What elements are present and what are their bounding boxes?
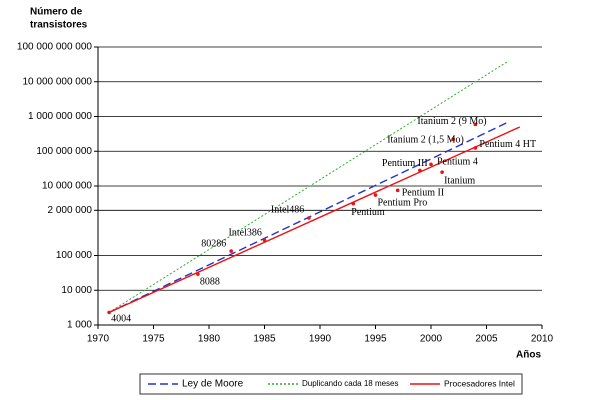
y-tick-label: 1 000 000 000 xyxy=(28,111,92,122)
x-tick-label: 1980 xyxy=(198,334,221,345)
processor-label: Pentium II xyxy=(402,188,445,199)
y-tick-label: 10 000 000 xyxy=(42,181,92,192)
processor-point xyxy=(351,201,356,206)
processor-label: Itanium 2 (1,5 Mo) xyxy=(387,135,464,146)
x-tick-label: 1975 xyxy=(142,334,165,345)
legend-label: Ley de Moore xyxy=(182,379,244,390)
series-line xyxy=(108,126,521,314)
processor-point xyxy=(229,249,233,253)
x-tick-label: 2005 xyxy=(475,334,498,345)
processor-point xyxy=(451,137,456,142)
processor-label: 4004 xyxy=(111,314,131,325)
y-tick-label: 10 000 000 000 xyxy=(22,76,92,87)
y-tick-label: 100 000 000 000 xyxy=(17,42,93,53)
x-axis-title: Años xyxy=(516,350,541,361)
legend-box xyxy=(139,373,523,395)
processor-label: 8088 xyxy=(200,276,220,287)
y-axis-title: Número de xyxy=(30,7,83,18)
x-tick-label: 2000 xyxy=(420,334,443,345)
processor-point xyxy=(429,162,433,167)
processor-label: Intel486 xyxy=(271,204,304,215)
processor-point xyxy=(307,216,311,220)
y-tick-label: 10 000 xyxy=(61,285,92,296)
processor-point xyxy=(262,238,267,243)
legend-label: Procesadores Intel xyxy=(444,378,515,388)
x-tick-label: 1990 xyxy=(309,334,332,345)
processor-label: 80286 xyxy=(201,238,226,249)
processor-label: Pentium III xyxy=(382,158,428,169)
processor-label: Itanium 2 (9 Mo) xyxy=(417,116,486,127)
processor-point xyxy=(473,122,478,127)
processor-label: Pentium 4 xyxy=(437,157,478,168)
processor-label: Intel386 xyxy=(229,228,262,239)
processor-point xyxy=(418,168,422,173)
processor-point xyxy=(440,170,444,174)
processor-point xyxy=(196,272,200,276)
legend-label: Duplicando cada 18 meses xyxy=(302,379,399,388)
y-tick-label: 100 000 xyxy=(56,250,93,261)
x-tick-label: 2010 xyxy=(531,334,554,345)
y-tick-label: 100 000 000 xyxy=(36,146,92,157)
processor-label: Pentium Pro xyxy=(378,197,428,208)
processor-label: Itanium xyxy=(444,175,475,186)
y-tick-label: 1 000 xyxy=(67,320,92,331)
x-tick-label: 1985 xyxy=(253,334,276,345)
series-line xyxy=(108,60,509,313)
processor-point xyxy=(373,193,378,197)
processor-label: Pentium 4 HT xyxy=(479,139,536,150)
x-tick-label: 1995 xyxy=(364,334,387,345)
processor-label: Pentium xyxy=(351,207,385,218)
x-tick-label: 1970 xyxy=(87,334,110,345)
y-axis-title: transistores xyxy=(30,20,88,31)
processor-point xyxy=(473,146,478,150)
y-tick-label: 2 000 000 xyxy=(48,205,93,216)
processor-point xyxy=(395,188,400,193)
processor-point xyxy=(107,310,111,315)
